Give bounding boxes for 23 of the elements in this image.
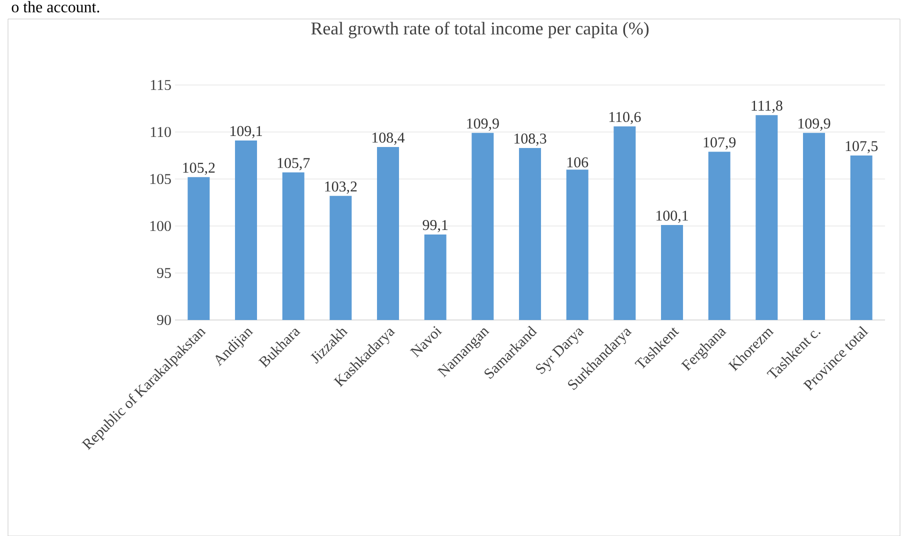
y-tick-label: 115 bbox=[150, 80, 171, 90]
data-label: 108,3 bbox=[514, 133, 546, 146]
y-tick-label: 105 bbox=[150, 174, 171, 184]
data-label: 105,2 bbox=[183, 162, 215, 175]
data-label: 100,1 bbox=[656, 210, 688, 223]
data-label: 99,1 bbox=[422, 220, 448, 232]
data-label: 107,9 bbox=[704, 137, 736, 150]
data-label: 109,9 bbox=[467, 118, 499, 131]
y-tick-label: 90 bbox=[157, 314, 171, 325]
data-label: 107,5 bbox=[846, 140, 878, 154]
chart-title: Real growth rate of total income per capita (%) bbox=[311, 22, 649, 38]
data-label: 106 bbox=[567, 157, 588, 168]
y-tick-label: 110 bbox=[150, 126, 171, 137]
y-tick-label: 95 bbox=[157, 268, 171, 278]
data-label: 109,9 bbox=[798, 118, 830, 131]
data-label: 105,7 bbox=[278, 158, 310, 170]
data-label: 110,6 bbox=[609, 112, 641, 124]
data-label: 109,1 bbox=[230, 126, 262, 138]
data-label: 111,8 bbox=[752, 100, 782, 113]
data-label: 108,4 bbox=[372, 132, 405, 145]
text: o the account. bbox=[12, 1, 100, 12]
data-label: 103,2 bbox=[325, 181, 357, 194]
y-tick-label: 100 bbox=[150, 220, 171, 231]
